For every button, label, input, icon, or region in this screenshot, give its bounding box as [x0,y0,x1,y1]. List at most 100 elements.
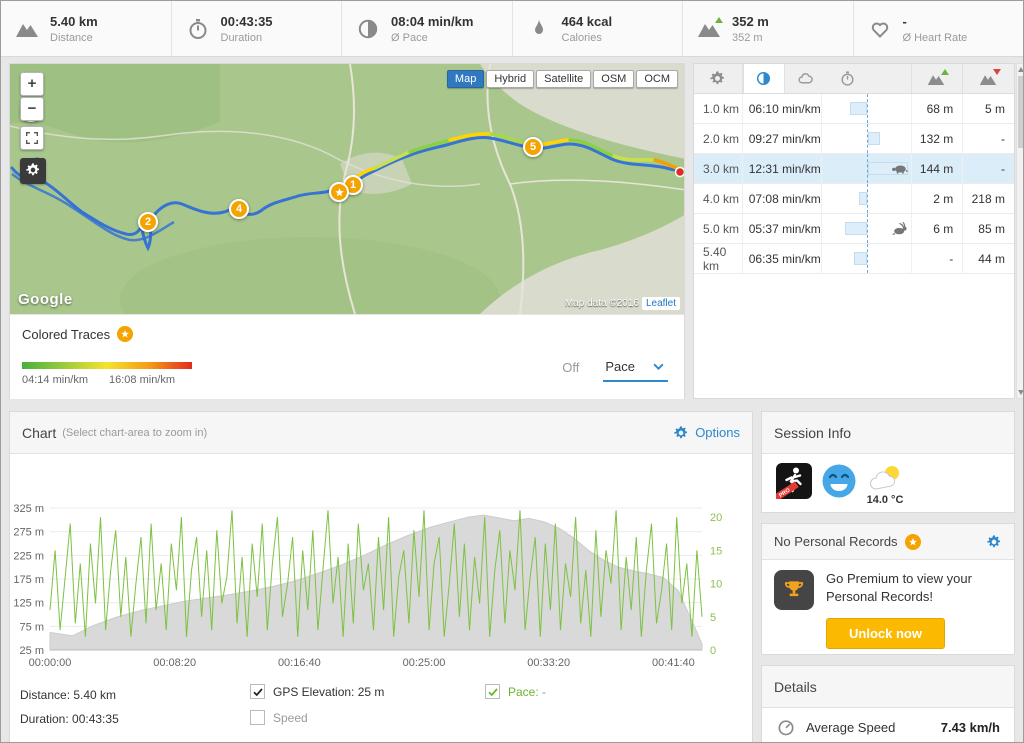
x-axis-tick: 00:16:40 [278,657,321,669]
split-bar-cell [821,214,910,243]
pace-gradient-legend [22,362,192,369]
split-row[interactable]: 2.0 km 09:27 min/km 132 m - [694,124,1014,154]
stat-heart-rate: - Ø Heart Rate [854,1,1024,56]
checkbox-label: GPS Elevation: 25 m [273,684,385,699]
layer-button-osm[interactable]: OSM [593,70,635,88]
split-gain: 68 m [910,94,963,123]
check-icon [252,686,264,698]
layer-button-map[interactable]: Map [446,70,485,88]
stat-label: 352 m [732,31,763,44]
gradient-max-label: 16:08 min/km [109,374,176,386]
chart-options-button[interactable]: Options [673,425,740,441]
details-panel: Details Average Speed 7.43 km/h [761,665,1015,742]
gear-icon [986,534,1002,550]
tab-pace[interactable] [742,64,785,93]
split-km: 5.0 km [703,221,740,236]
expand-icon [24,130,40,146]
elevation-pace-chart[interactable]: 25 m 75 m 125 m 175 m 225 m 275 m 325 m 0 5 10 15 2… [10,460,754,678]
km-marker-4[interactable]: 4 [229,199,249,219]
stat-value: 00:43:35 [220,13,273,29]
weather-sun-cloud-icon [870,466,899,490]
km-marker-5[interactable]: 5 [523,137,543,157]
session-info-header: Session Info [762,412,1014,454]
pace-checkbox[interactable]: Pace: - [485,684,546,699]
details-title: Details [774,678,817,695]
map-canvas[interactable]: 1 2 3 4 5 + − Map Hybrid Satellite OSM O… [10,64,684,314]
split-pace: 06:10 min/km [741,94,821,123]
split-loss: - [962,124,1014,153]
split-row[interactable]: 4.0 km 07:08 min/km 2 m 218 m [694,184,1014,214]
checkbox-box [250,684,265,699]
split-pace: 09:27 min/km [741,124,821,153]
split-bar-cell [821,154,910,183]
split-gain: 132 m [910,124,963,153]
weather-block: 14.0 °C [866,463,904,506]
avg-pace-line [867,214,869,243]
tab-weather[interactable] [785,64,827,93]
session-info-panel: Session Info PRO [761,411,1015,513]
split-bar-cell [821,184,910,213]
zoom-out-button[interactable]: − [20,97,44,121]
elevation-gain-icon [697,16,723,41]
pace-line [49,510,703,637]
split-row-highlighted[interactable]: 3.0 km 12:31 min/km 144 m - [694,154,1014,184]
split-gain: 144 m [910,154,963,183]
splits-header [694,64,1014,94]
mountains-icon [15,17,39,41]
start-marker[interactable] [329,182,349,202]
checkbox-label: Speed [273,710,308,725]
trace-off-toggle[interactable]: Off [562,360,580,375]
stopwatch-icon [186,17,210,41]
scrollbar-thumb[interactable] [1018,76,1023,148]
pace-icon [356,17,380,41]
speed-checkbox[interactable]: Speed [250,710,308,725]
x-axis-tick: 00:41:40 [652,657,695,669]
runtastic-app-icon: PRO [776,463,812,499]
splits-settings-button[interactable] [694,64,742,93]
left-axis-tick: 175 m [13,574,44,586]
split-row[interactable]: 5.0 km 05:37 min/km 6 m 85 m [694,214,1014,244]
fullscreen-button[interactable] [20,126,44,150]
stopwatch-icon [839,70,856,87]
right-axis-tick: 15 [710,545,722,557]
avg-pace-line [867,184,869,213]
layer-button-hybrid[interactable]: Hybrid [486,70,535,88]
split-row[interactable]: 1.0 km 06:10 min/km 68 m 5 m [694,94,1014,124]
detail-label: Average Speed [806,719,896,735]
chart-duration-label: Duration: 00:43:35 [20,712,119,726]
tab-time[interactable] [827,64,869,93]
split-row[interactable]: 5.40 km 06:35 min/km - 44 m [694,244,1014,274]
layer-button-satellite[interactable]: Satellite [536,70,592,88]
scroll-down-arrow[interactable] [1018,390,1023,395]
avg-pace-line [867,244,869,273]
stat-calories: 464 kcal Calories [513,1,683,56]
zoom-in-button[interactable]: + [20,72,44,96]
trace-mode-controls: Off Pace [562,359,668,382]
session-icons: PRO 14.0 °C [762,454,1014,515]
gps-elevation-checkbox[interactable]: GPS Elevation: 25 m [250,684,384,699]
route-end-dot [674,166,684,178]
trace-mode-select[interactable]: Pace [603,359,668,382]
elevation-gain-icon [927,68,949,88]
layer-button-ocm[interactable]: OCM [636,70,678,88]
colored-traces-title: Colored Traces [22,326,134,342]
detail-value: 7.43 km/h [940,719,1000,735]
split-gain: 2 m [910,184,963,213]
vertical-scrollbar[interactable] [1016,63,1023,399]
leaflet-link[interactable]: Leaflet [641,297,680,310]
map-settings-button[interactable] [20,158,46,184]
split-pace: 06:35 min/km [741,244,821,273]
km-marker-2[interactable]: 2 [138,212,158,232]
split-pace: 12:31 min/km [741,154,821,183]
avg-pace-line [867,124,869,153]
scroll-up-arrow[interactable] [1018,67,1023,72]
records-settings-button[interactable] [986,534,1002,550]
details-header: Details [762,666,1014,708]
split-loss: - [962,154,1014,183]
stat-duration: 00:43:35 Duration [172,1,342,56]
unlock-now-button[interactable]: Unlock now [826,618,945,649]
pace-delta-bar [845,222,868,235]
split-bar-cell [821,124,910,153]
split-gain: - [910,244,963,273]
